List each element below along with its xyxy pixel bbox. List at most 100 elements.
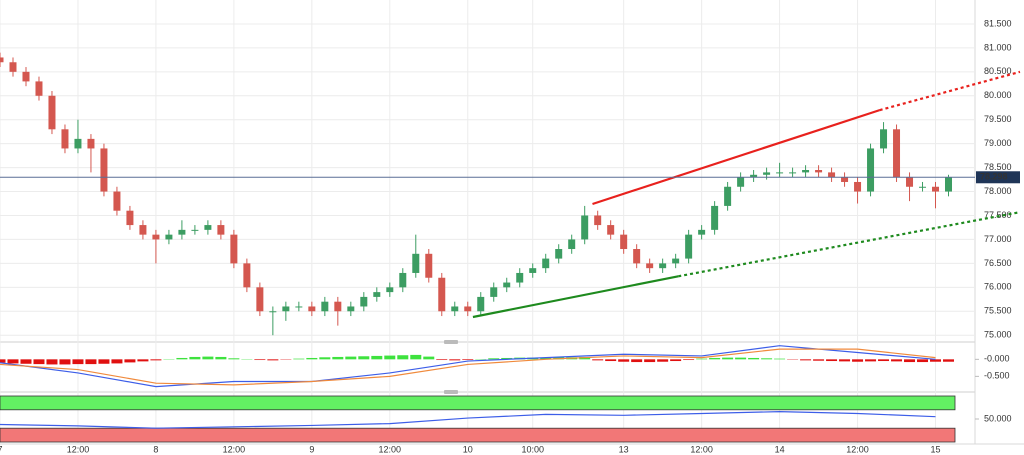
y-tick-label: 75.500 — [984, 306, 1012, 316]
candle-body — [737, 177, 745, 187]
candle-body — [87, 138, 95, 149]
candle-body — [581, 215, 589, 240]
candle-body — [399, 272, 407, 288]
histogram-bar — [124, 359, 136, 363]
histogram-bar — [267, 359, 279, 361]
y-tick-label: 76.500 — [984, 258, 1012, 268]
candle-body — [334, 301, 342, 312]
histogram-bar — [852, 359, 864, 362]
panel-resize-handle[interactable] — [444, 340, 458, 344]
candle-body — [750, 174, 758, 178]
histogram-bar — [644, 359, 656, 363]
histogram-bar — [189, 356, 201, 360]
x-tick-label: 12:00 — [690, 444, 713, 454]
histogram-bar — [930, 359, 942, 362]
y-tick-label: 76.000 — [984, 282, 1012, 292]
candle-body — [74, 138, 82, 149]
histogram-bar — [592, 359, 604, 361]
indicator-line — [0, 345, 936, 388]
histogram-bar — [85, 359, 97, 365]
candle-body — [425, 253, 433, 278]
candle-body — [464, 306, 472, 312]
histogram-bar — [670, 359, 682, 362]
x-tick-label: 8 — [153, 444, 158, 454]
x-tick-label: 12:00 — [67, 444, 90, 454]
y-tick-label: 79.500 — [984, 114, 1012, 124]
histogram-bar — [332, 356, 344, 360]
candle-body — [113, 191, 121, 211]
candle-body — [828, 172, 836, 178]
y-tick-label: 80.000 — [984, 90, 1012, 100]
y-tick-label: 78.500 — [984, 162, 1012, 172]
histogram-bar — [228, 358, 240, 360]
histogram-bar — [618, 359, 630, 362]
histogram-bar — [176, 357, 188, 360]
histogram-bar — [33, 359, 45, 365]
candle-body — [48, 95, 56, 130]
histogram-bar — [826, 359, 838, 362]
histogram-bar — [501, 357, 513, 360]
histogram-bar — [345, 356, 357, 360]
histogram-bar — [891, 359, 903, 362]
candle-body — [22, 71, 30, 82]
histogram-bar — [7, 359, 19, 364]
histogram-bar — [683, 359, 695, 361]
histogram-bar — [540, 357, 552, 360]
candle-body — [802, 170, 810, 173]
zone-band — [0, 395, 956, 411]
y-tick-label: 81.500 — [984, 18, 1012, 28]
x-tick-label: 10:00 — [521, 444, 544, 454]
histogram-bar — [137, 359, 149, 362]
histogram-bar — [410, 354, 422, 360]
histogram-bar — [657, 359, 669, 362]
x-tick-label: 7 — [0, 444, 3, 454]
candle-body — [529, 268, 537, 273]
panel-resize-handle[interactable] — [444, 390, 458, 394]
y-tick-label: -0.000 — [984, 354, 1010, 364]
candle-body — [178, 229, 186, 235]
histogram-bar — [306, 357, 318, 360]
candle-body — [776, 172, 784, 174]
candle-body — [126, 210, 134, 226]
histogram-bar — [358, 356, 370, 360]
histogram-bar — [423, 356, 435, 360]
candle-body — [191, 229, 199, 231]
y-tick-label: 50.000 — [984, 413, 1012, 423]
candle-body — [919, 186, 927, 188]
candle-body — [61, 129, 69, 149]
y-tick-label: 80.500 — [984, 66, 1012, 76]
histogram-bar — [202, 356, 214, 360]
histogram-bar — [735, 357, 747, 360]
histogram-bar — [150, 359, 162, 361]
trend-line — [592, 109, 880, 206]
last-price-box — [976, 171, 1020, 184]
histogram-bar — [293, 358, 305, 360]
candle-body — [412, 253, 420, 273]
candle-body — [386, 287, 394, 293]
candle-body — [945, 177, 953, 192]
candle-body — [568, 239, 576, 250]
y-tick-label: 75.000 — [984, 330, 1012, 340]
x-tick-label: 12:00 — [223, 444, 246, 454]
candle-body — [646, 263, 654, 269]
candle-body — [230, 234, 238, 264]
candle-body — [490, 287, 498, 297]
y-tick-label: 78.000 — [984, 186, 1012, 196]
y-tick-label: -0.500 — [984, 371, 1010, 381]
indicator-line — [0, 348, 936, 386]
histogram-bar — [319, 357, 331, 360]
candle-body — [360, 296, 368, 307]
histogram-bar — [748, 357, 760, 360]
candle-body — [269, 311, 277, 313]
histogram-bar — [865, 359, 877, 362]
x-tick-label: 9 — [309, 444, 314, 454]
histogram-bar — [943, 359, 955, 362]
y-tick-label: 81.000 — [984, 42, 1012, 52]
y-tick-label: 77.500 — [984, 210, 1012, 220]
candle-body — [607, 225, 615, 235]
x-tick-label: 10 — [463, 444, 473, 454]
candle-body — [139, 225, 147, 235]
candle-body — [243, 263, 251, 288]
